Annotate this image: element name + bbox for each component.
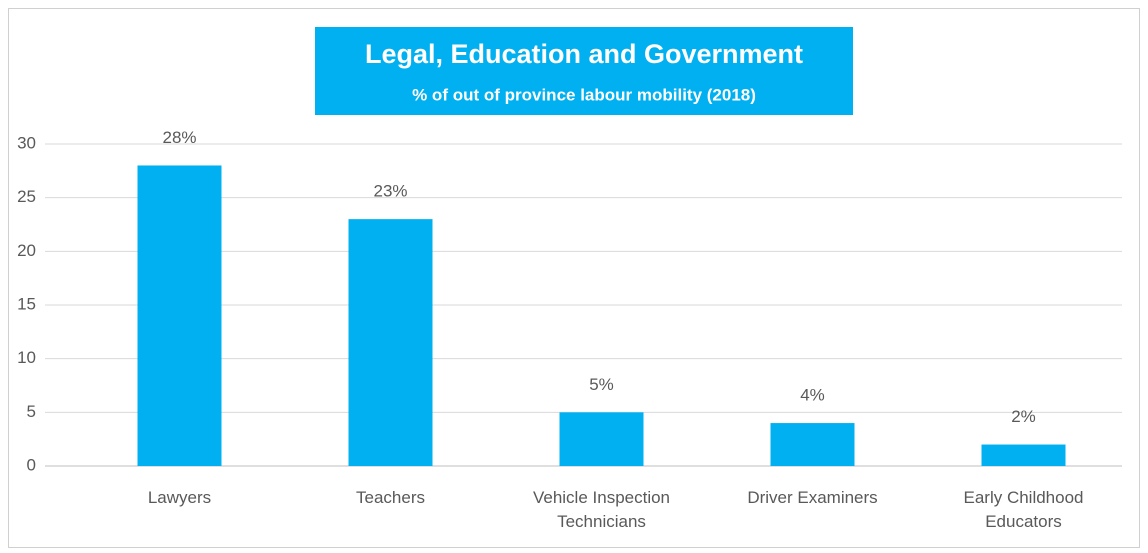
bar (981, 444, 1066, 466)
y-tick-label: 15 (17, 294, 36, 313)
data-label: 4% (800, 386, 825, 405)
bar (770, 423, 855, 466)
data-label: 23% (373, 182, 407, 201)
y-tick-label: 0 (27, 455, 36, 474)
x-tick-label: Early Childhood Educators (963, 488, 1084, 531)
data-label: 5% (589, 375, 614, 394)
bar (559, 412, 644, 466)
y-tick-label: 5 (27, 402, 36, 421)
data-label: 2% (1011, 407, 1036, 426)
y-tick-label: 30 (17, 133, 36, 152)
y-tick-label: 20 (17, 241, 36, 260)
data-label: 28% (162, 128, 196, 147)
x-tick-label: Teachers (356, 488, 425, 507)
chart-subtitle: % of out of province labour mobility (20… (412, 85, 756, 104)
x-tick-label: Lawyers (147, 488, 212, 507)
x-tick-label: Driver Examiners (747, 488, 878, 507)
bar (137, 165, 222, 466)
y-tick-label: 10 (17, 348, 36, 367)
bar (348, 219, 433, 466)
x-tick-label: Vehicle Inspection Technicians (532, 488, 671, 531)
y-tick-label: 25 (17, 187, 36, 206)
chart-title: Legal, Education and Government (365, 39, 803, 69)
title-box (315, 27, 853, 115)
